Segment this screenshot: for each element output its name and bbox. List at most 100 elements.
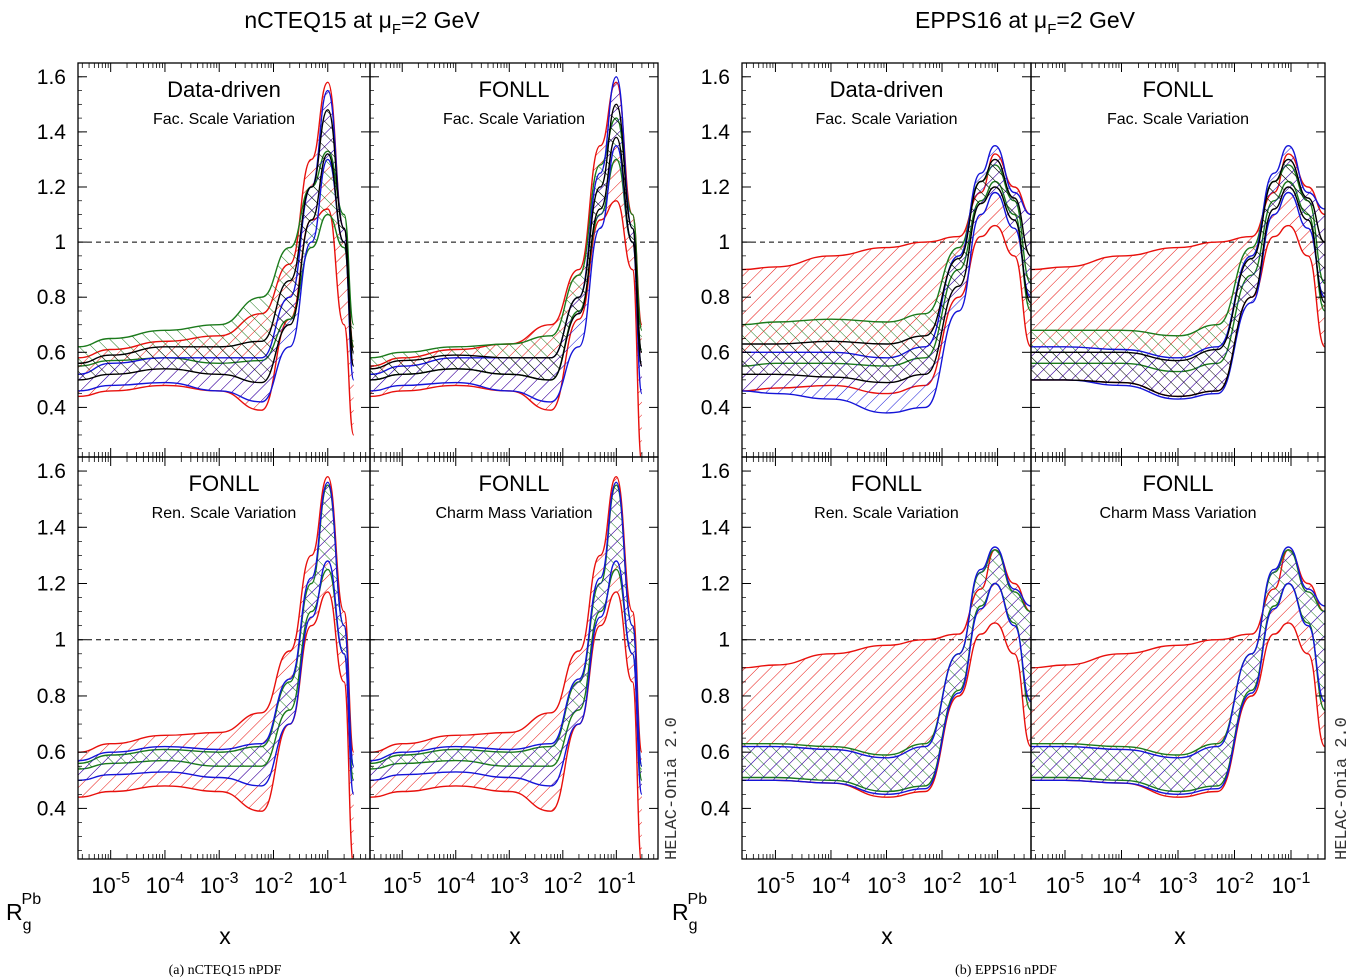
y-tick-label: 1.2 (701, 573, 730, 596)
y-tick-label: 1.2 (37, 573, 66, 596)
y-tick-label: 1.4 (37, 516, 67, 539)
panel-sublabel: Ren. Scale Variation (152, 505, 297, 522)
figure-b-watermark: HELAC-Onia 2.0 (1333, 717, 1352, 860)
panel-label: FONLL (189, 471, 260, 496)
band-black-fill (78, 109, 354, 383)
x-tick-label: 10-3 (1159, 870, 1198, 898)
figure-b-y-axis-label: RgPb (672, 891, 707, 934)
x-tick-label: 10-4 (436, 870, 475, 898)
y-tick-label: 1.6 (701, 460, 730, 483)
band-red-fill (370, 476, 642, 859)
x-tick-label: 10-1 (978, 870, 1017, 898)
y-tick-label: 1 (54, 629, 66, 652)
x-tick-label: 10-4 (1102, 870, 1141, 898)
y-tick-label: 0.6 (37, 741, 66, 764)
band-red-fill (370, 82, 642, 457)
band-red-upper (370, 475, 643, 753)
band-red-fill (78, 476, 354, 859)
band-blue-lower (742, 191, 1031, 414)
x-tick-label: 10-4 (812, 870, 851, 898)
band-red-lower (370, 200, 642, 457)
band-blue-lower (78, 560, 355, 795)
y-tick-label: 0.8 (701, 286, 730, 309)
band-black-fill (1031, 159, 1325, 397)
panel-sublabel: Fac. Scale Variation (443, 111, 585, 128)
y-tick-label: 0.6 (701, 341, 730, 364)
band-black-lower (78, 153, 355, 384)
band-red-lower (78, 591, 354, 859)
panel-5: 0.4 0.6 0.8 1 1.2 1.4 1.6 Data-driven Fac. Scale… (701, 62, 1032, 458)
band-blue-upper (78, 481, 355, 767)
y-tick-label: 0.4 (701, 396, 731, 419)
band-red-upper (78, 475, 355, 753)
y-tick-label: 1.6 (37, 460, 66, 483)
band-blue-lower (1031, 191, 1325, 400)
band-blue-lower (1031, 582, 1325, 796)
y-tick-label: 0.6 (37, 341, 66, 364)
panel-label: Data-driven (830, 77, 944, 102)
panel-sublabel: Charm Mass Variation (1099, 505, 1256, 522)
figure-a-caption: (a) nCTEQ15 nPDF (169, 963, 282, 978)
x-tick-label: 10-3 (490, 870, 529, 898)
band-black-lower (1031, 186, 1325, 398)
panel-label: FONLL (479, 471, 550, 496)
x-tick-label: 10-2 (923, 870, 962, 898)
figure-b-caption: (b) EPPS16 nPDF (955, 963, 1057, 978)
panel-frame (369, 456, 659, 860)
band-blue-fill (370, 76, 642, 402)
band-black-upper (370, 103, 643, 370)
y-tick-label: 1.4 (701, 121, 731, 144)
x-tick-label: 10-5 (91, 870, 130, 898)
panel-sublabel: Fac. Scale Variation (816, 111, 958, 128)
band-black-lower (742, 186, 1031, 384)
x-tick-label: 10-1 (308, 870, 347, 898)
y-tick-label: 0.8 (37, 286, 66, 309)
band-black-upper (78, 109, 355, 364)
figure-b-title: EPPS16 at μF=2 GeV (915, 7, 1136, 38)
band-black-upper (1031, 158, 1325, 362)
y-tick-label: 0.4 (701, 797, 731, 820)
x-tick-label: 10-4 (146, 870, 185, 898)
y-tick-label: 1 (718, 231, 730, 254)
panel-4: 10-5 10-4 10-3 10-2 10-1 FONLL Charm Mass Vari… (369, 456, 659, 898)
y-tick-label: 1 (54, 231, 66, 254)
x-tick-label: 10-3 (200, 870, 239, 898)
y-tick-label: 1.6 (701, 66, 730, 89)
x-tick-label: 10-5 (756, 870, 795, 898)
x-tick-label: 10-5 (383, 870, 422, 898)
x-tick-label: 10-2 (543, 870, 582, 898)
band-black-lower (370, 136, 643, 381)
y-tick-label: 1 (718, 629, 730, 652)
panel-sublabel: Fac. Scale Variation (1107, 111, 1249, 128)
figure-a-watermark: HELAC-Onia 2.0 (663, 717, 682, 860)
y-tick-label: 1.6 (37, 66, 66, 89)
y-tick-label: 0.8 (37, 685, 66, 708)
panel-sublabel: Ren. Scale Variation (814, 505, 959, 522)
panel-label: FONLL (851, 471, 922, 496)
figure-b-x-axis-label-right: x (1174, 923, 1186, 949)
y-tick-label: 0.8 (701, 685, 730, 708)
panel-2: FONLL Fac. Scale Variation (369, 62, 659, 458)
y-tick-label: 0.4 (37, 797, 67, 820)
band-red-fill (742, 549, 1031, 798)
band-blue-fill (742, 547, 1031, 795)
band-blue-upper (742, 546, 1031, 759)
figure-a-x-axis-label-right: x (509, 923, 521, 949)
band-blue-fill (78, 482, 354, 795)
y-tick-label: 0.6 (701, 741, 730, 764)
panel-label: FONLL (479, 77, 550, 102)
band-blue-upper (370, 481, 643, 767)
figure-a-title: nCTEQ15 at μF=2 GeV (244, 7, 480, 38)
x-tick-label: 10-3 (867, 870, 906, 898)
band-black-fill (370, 104, 642, 380)
band-blue-upper (1031, 546, 1325, 759)
band-black-fill (742, 159, 1031, 383)
panel-sublabel: Fac. Scale Variation (153, 111, 295, 128)
panel-label: FONLL (1143, 77, 1214, 102)
panel-7: 0.4 0.6 0.8 1 1.2 1.4 1.6 10-5 10-4 10-3 10-2 10-1 F… (701, 456, 1032, 898)
panel-8: 10-5 10-4 10-3 10-2 10-1 FONLL Charm Mass Vari… (1030, 456, 1326, 898)
panel-3: 0.4 0.6 0.8 1 1.2 1.4 1.6 10-5 10-4 10-3 10-2 10-1 F… (37, 456, 371, 898)
x-tick-label: 10-1 (1272, 870, 1311, 898)
panel-6: FONLL Fac. Scale Variation (1030, 62, 1326, 458)
band-blue-lower (742, 582, 1031, 796)
